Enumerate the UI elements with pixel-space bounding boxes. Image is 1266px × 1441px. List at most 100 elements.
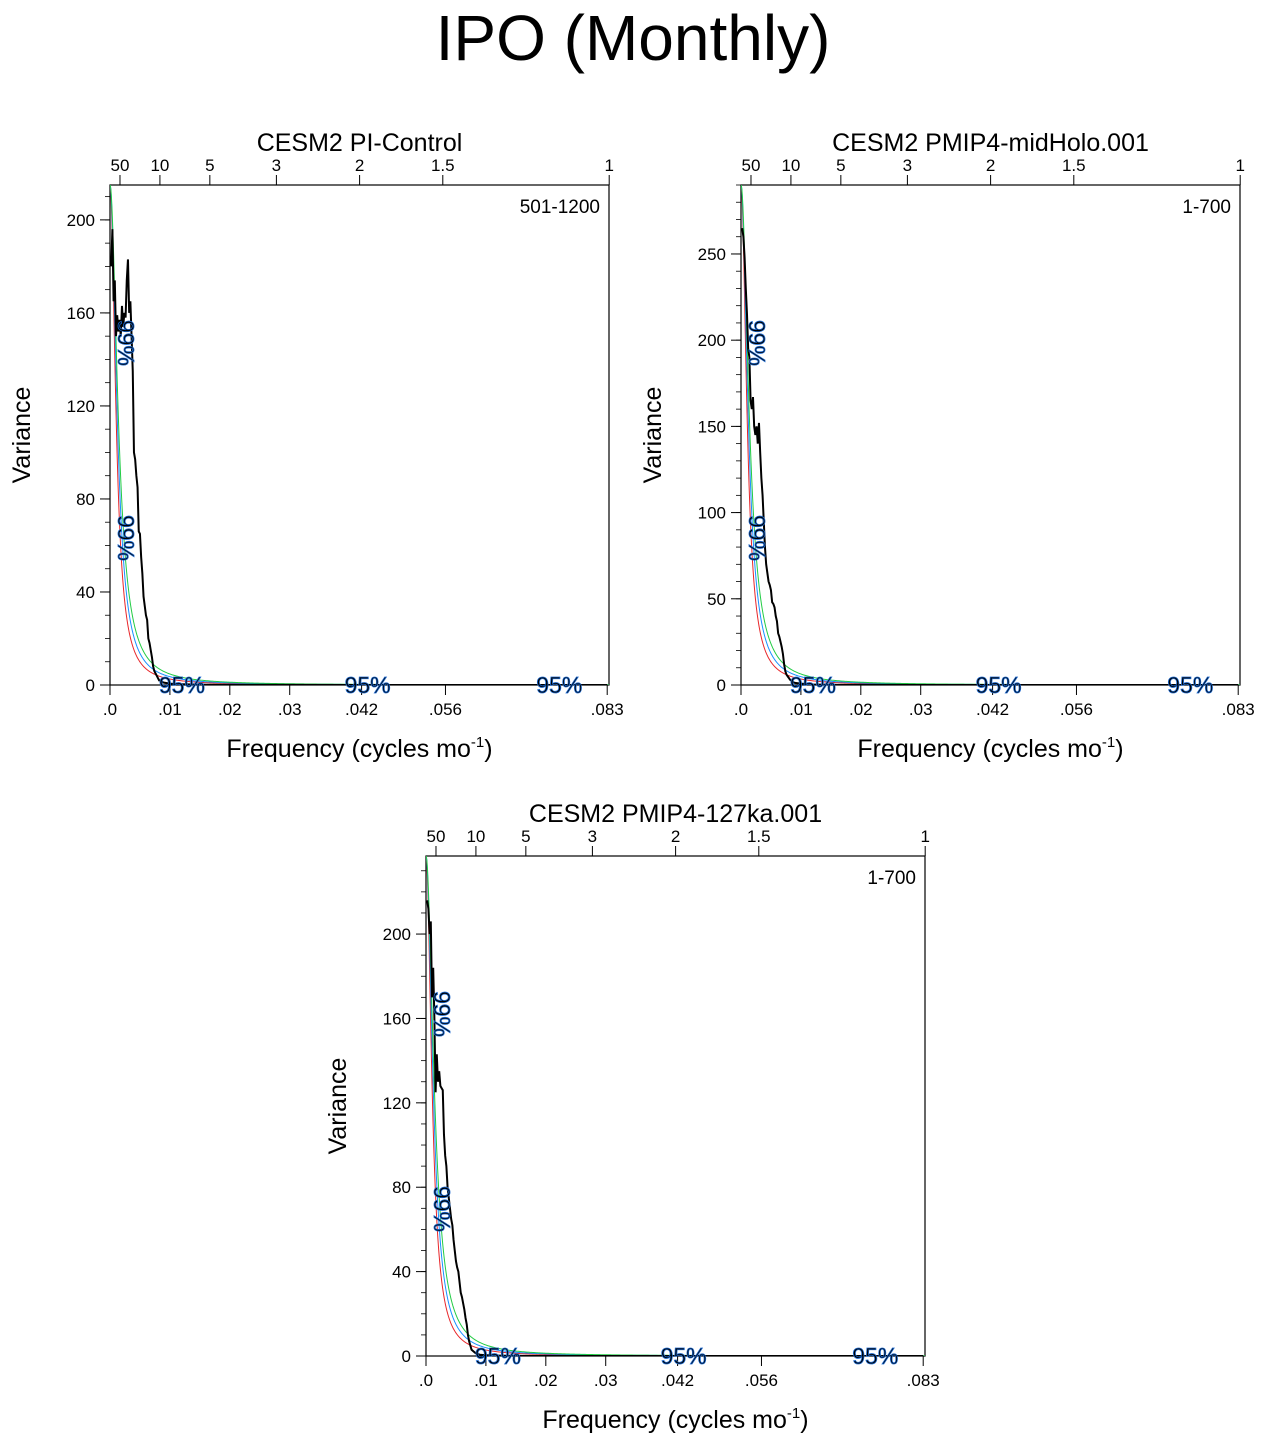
y-tick-label: 120 bbox=[383, 1094, 411, 1113]
top-period-label: 50 bbox=[111, 156, 130, 175]
sig95-label: 95% bbox=[1167, 672, 1213, 698]
sig99-label: 99% bbox=[113, 515, 139, 561]
top-period-label: 5 bbox=[205, 156, 214, 175]
period-label: 1-700 bbox=[867, 868, 916, 889]
top-period-label: 1 bbox=[604, 156, 613, 175]
top-period-label: 10 bbox=[781, 156, 800, 175]
panel-1: CESM2 PI-Control 501-1200 0 40 80 120 160 200 .0… bbox=[8, 129, 624, 763]
y-tick-label: 40 bbox=[76, 583, 95, 602]
red-noise-curve bbox=[110, 185, 609, 685]
x-tick-label: .03 bbox=[594, 1371, 618, 1390]
x-tick-label: .0 bbox=[103, 700, 117, 719]
sig95-label: 95% bbox=[661, 1343, 707, 1369]
curves bbox=[741, 185, 1240, 685]
sig95-label: 95% bbox=[852, 1343, 898, 1369]
sig99-label: 99% bbox=[113, 320, 139, 366]
x-axis-label-text: Frequency (cycles mo bbox=[857, 735, 1102, 763]
x-axis-label-end: ) bbox=[800, 1406, 808, 1434]
x-tick-label: .042 bbox=[345, 700, 378, 719]
sig99-label: 99% bbox=[429, 1186, 455, 1232]
sig95-label: 95% bbox=[976, 672, 1022, 698]
x-tick-label: .056 bbox=[429, 700, 462, 719]
sig95-label: 95% bbox=[159, 672, 205, 698]
x-tick-label: .02 bbox=[849, 700, 873, 719]
sig99-label: 99% bbox=[744, 515, 770, 561]
top-period-label: 3 bbox=[588, 827, 597, 846]
spectrum-line bbox=[741, 227, 1239, 685]
y-tick-label: 80 bbox=[392, 1178, 411, 1197]
sig95-curve bbox=[426, 856, 925, 1356]
y-tick-label: 40 bbox=[392, 1263, 411, 1282]
sig99-curve bbox=[741, 185, 1240, 685]
x-tick-label: .042 bbox=[661, 1371, 694, 1390]
sig99-label: 99% bbox=[429, 991, 455, 1037]
x-tick-label: .01 bbox=[474, 1371, 498, 1390]
x-tick-label: .03 bbox=[909, 700, 933, 719]
x-tick-label: .03 bbox=[278, 700, 302, 719]
top-period-label: 1.5 bbox=[1062, 156, 1086, 175]
panel-title: CESM2 PI-Control bbox=[257, 129, 463, 157]
top-period-label: 1.5 bbox=[747, 827, 771, 846]
top-period-label: 3 bbox=[903, 156, 912, 175]
y-axis-label: Variance bbox=[8, 387, 36, 484]
plot-frame bbox=[109, 184, 610, 686]
x-axis-label-end: ) bbox=[484, 735, 492, 763]
y-tick-label: 160 bbox=[67, 304, 95, 323]
sig95-label: 95% bbox=[345, 672, 391, 698]
y-tick-label: 200 bbox=[67, 211, 95, 230]
y-tick-label: 100 bbox=[698, 504, 726, 523]
sig95-label: 95% bbox=[536, 672, 582, 698]
sig95-curve bbox=[741, 185, 1240, 685]
spectrum-line bbox=[426, 900, 924, 1356]
figure-title: IPO (Monthly) bbox=[435, 2, 831, 74]
y-axis-label: Variance bbox=[639, 387, 667, 484]
y-tick-label: 0 bbox=[717, 676, 726, 695]
period-label: 1-700 bbox=[1182, 197, 1231, 218]
red-noise-curve bbox=[426, 856, 925, 1356]
y-tick-label: 50 bbox=[707, 590, 726, 609]
sig95-label: 95% bbox=[790, 672, 836, 698]
x-axis-label-sup: -1 bbox=[1102, 734, 1115, 751]
x-axis-label-sup: -1 bbox=[787, 1405, 800, 1422]
x-tick-label: .0 bbox=[419, 1371, 433, 1390]
x-axis-label: Frequency (cycles mo-1) bbox=[542, 1405, 808, 1434]
sig95-curve bbox=[110, 185, 609, 685]
top-period-label: 10 bbox=[150, 156, 169, 175]
period-label: 501-1200 bbox=[520, 197, 600, 218]
sig95-label: 95% bbox=[475, 1343, 521, 1369]
plot-frame bbox=[425, 855, 926, 1357]
x-tick-label: .056 bbox=[1060, 700, 1093, 719]
y-tick-label: 200 bbox=[383, 925, 411, 944]
y-tick-label: 250 bbox=[698, 245, 726, 264]
y-tick-label: 200 bbox=[698, 331, 726, 350]
top-period-label: 2 bbox=[355, 156, 364, 175]
panel-title: CESM2 PMIP4-midHolo.001 bbox=[832, 129, 1149, 157]
y-tick-label: 80 bbox=[76, 490, 95, 509]
x-tick-label: .056 bbox=[745, 1371, 778, 1390]
x-axis-label-sup: -1 bbox=[471, 734, 484, 751]
top-period-label: 5 bbox=[836, 156, 845, 175]
curves bbox=[426, 856, 925, 1356]
sig99-label: 99% bbox=[744, 320, 770, 366]
panel-2: CESM2 PMIP4-midHolo.0011-700050100150200… bbox=[639, 129, 1255, 763]
x-axis-label: Frequency (cycles mo-1) bbox=[226, 734, 492, 763]
y-tick-label: 150 bbox=[698, 417, 726, 436]
y-tick-label: 120 bbox=[67, 397, 95, 416]
top-period-label: 1 bbox=[1235, 156, 1244, 175]
plot-frame bbox=[740, 184, 1241, 686]
x-tick-label: .083 bbox=[591, 700, 624, 719]
top-period-label: 10 bbox=[466, 827, 485, 846]
x-tick-label: .042 bbox=[976, 700, 1009, 719]
x-tick-label: .0 bbox=[734, 700, 748, 719]
y-axis-label: Variance bbox=[324, 1058, 352, 1155]
panel-title: CESM2 PMIP4-127ka.001 bbox=[529, 800, 822, 828]
top-period-label: 1.5 bbox=[431, 156, 455, 175]
top-period-label: 50 bbox=[742, 156, 761, 175]
curves bbox=[110, 185, 609, 685]
y-tick-label: 0 bbox=[86, 676, 95, 695]
x-axis-label: Frequency (cycles mo-1) bbox=[857, 734, 1123, 763]
x-tick-label: .01 bbox=[789, 700, 813, 719]
sig99-curve bbox=[110, 185, 609, 685]
red-noise-curve bbox=[741, 185, 1240, 685]
